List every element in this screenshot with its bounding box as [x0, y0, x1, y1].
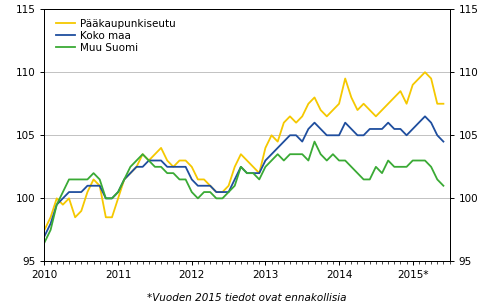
Koko maa: [140, 165, 146, 169]
Line: Koko maa: Koko maa: [44, 116, 444, 236]
Pääkaupunkiseutu: [72, 216, 78, 219]
Pääkaupunkiseutu: [213, 190, 219, 194]
Koko maa: [422, 115, 428, 118]
Pääkaupunkiseutu: [410, 83, 415, 87]
Text: *Vuoden 2015 tiedot ovat ennakollisia: *Vuoden 2015 tiedot ovat ennakollisia: [147, 293, 347, 303]
Koko maa: [441, 140, 447, 143]
Pääkaupunkiseutu: [422, 71, 428, 74]
Koko maa: [72, 190, 78, 194]
Koko maa: [355, 133, 361, 137]
Muu Suomi: [164, 171, 170, 175]
Koko maa: [213, 190, 219, 194]
Koko maa: [41, 234, 47, 238]
Koko maa: [410, 127, 415, 131]
Muu Suomi: [41, 241, 47, 244]
Pääkaupunkiseutu: [355, 108, 361, 112]
Muu Suomi: [441, 184, 447, 188]
Line: Pääkaupunkiseutu: Pääkaupunkiseutu: [44, 72, 444, 230]
Pääkaupunkiseutu: [164, 159, 170, 162]
Line: Muu Suomi: Muu Suomi: [44, 142, 444, 243]
Muu Suomi: [416, 159, 422, 162]
Pääkaupunkiseutu: [140, 152, 146, 156]
Muu Suomi: [361, 178, 367, 181]
Pääkaupunkiseutu: [41, 228, 47, 232]
Legend: Pääkaupunkiseutu, Koko maa, Muu Suomi: Pääkaupunkiseutu, Koko maa, Muu Suomi: [54, 17, 178, 55]
Muu Suomi: [140, 152, 146, 156]
Muu Suomi: [72, 178, 78, 181]
Muu Suomi: [213, 197, 219, 200]
Muu Suomi: [312, 140, 318, 143]
Koko maa: [164, 165, 170, 169]
Pääkaupunkiseutu: [441, 102, 447, 105]
